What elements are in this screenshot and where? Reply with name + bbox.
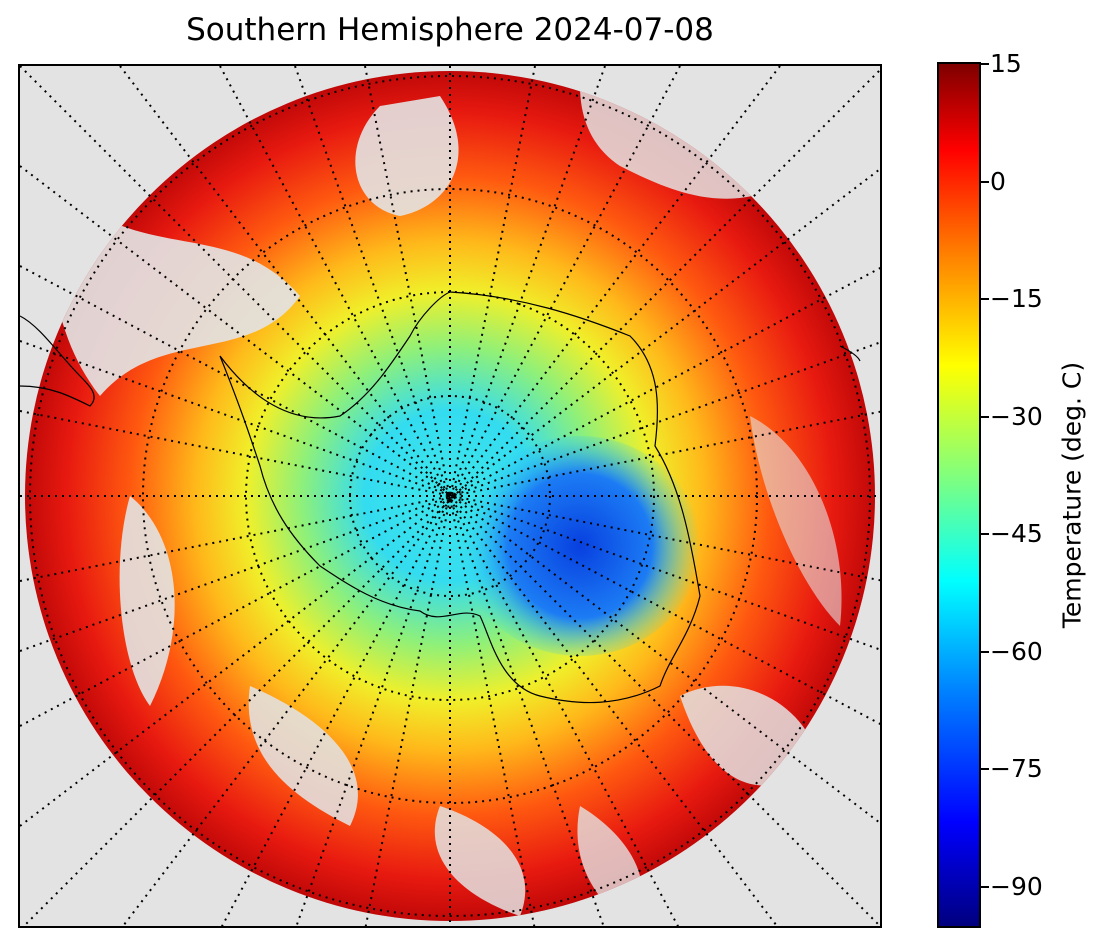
colorbar-tick-label: −90 xyxy=(990,871,1043,901)
colorbar-tick-mark xyxy=(981,180,989,183)
colorbar-tick-mark xyxy=(981,650,989,653)
polar-map xyxy=(18,64,882,928)
colorbar-tick-label: −15 xyxy=(990,284,1043,314)
map-canvas xyxy=(20,66,880,926)
map-title: Southern Hemisphere 2024-07-08 xyxy=(186,12,714,48)
colorbar-tick-mark xyxy=(981,298,989,301)
graticule xyxy=(20,66,880,926)
colorbar-tick-label: 0 xyxy=(990,166,1006,196)
colorbar-tick-label: −60 xyxy=(990,636,1043,666)
colorbar-label: Temperature (deg. C) xyxy=(1057,361,1087,629)
colorbar xyxy=(937,62,981,928)
colorbar-tick-mark xyxy=(981,533,989,536)
colorbar-tick-mark xyxy=(981,885,989,888)
colorbar-tick-label: −30 xyxy=(990,401,1043,431)
colorbar-tick-mark xyxy=(981,768,989,771)
colorbar-tick-mark xyxy=(981,415,989,418)
colorbar-tick-label: −75 xyxy=(990,754,1043,784)
colorbar-tick-label: −45 xyxy=(990,519,1043,549)
colorbar-tick-mark xyxy=(981,63,989,65)
cloud-gaps xyxy=(52,86,842,921)
colorbar-tick-label: 15 xyxy=(990,49,1022,78)
